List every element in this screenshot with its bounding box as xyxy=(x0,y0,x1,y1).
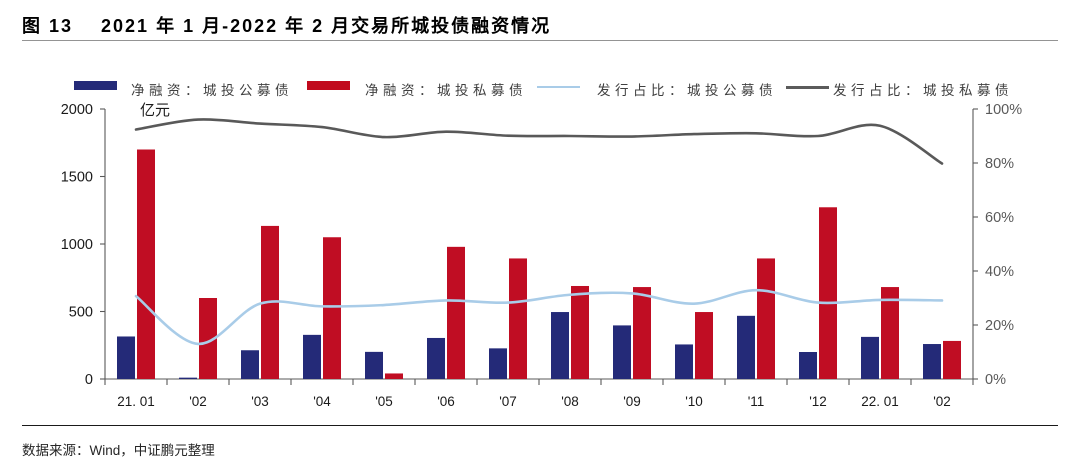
svg-text:80%: 80% xyxy=(985,156,1014,172)
svg-text:'12: '12 xyxy=(809,394,827,409)
svg-text:21. 01: 21. 01 xyxy=(117,394,155,409)
svg-text:'07: '07 xyxy=(499,394,517,409)
svg-text:'05: '05 xyxy=(375,394,393,409)
svg-text:1500: 1500 xyxy=(61,170,93,186)
svg-text:'09: '09 xyxy=(623,394,641,409)
svg-text:500: 500 xyxy=(69,305,93,321)
svg-text:22. 01: 22. 01 xyxy=(861,394,899,409)
svg-text:0%: 0% xyxy=(985,372,1006,388)
svg-text:60%: 60% xyxy=(985,210,1014,226)
svg-text:'02: '02 xyxy=(189,394,207,409)
svg-text:'02: '02 xyxy=(933,394,951,409)
svg-text:1000: 1000 xyxy=(61,237,93,253)
svg-text:'04: '04 xyxy=(313,394,331,409)
svg-text:2000: 2000 xyxy=(61,102,93,118)
svg-text:20%: 20% xyxy=(985,318,1014,334)
svg-text:100%: 100% xyxy=(985,102,1022,118)
svg-text:'10: '10 xyxy=(685,394,703,409)
svg-text:0: 0 xyxy=(85,372,93,388)
svg-text:'06: '06 xyxy=(437,394,455,409)
svg-text:'11: '11 xyxy=(748,394,765,409)
svg-text:'08: '08 xyxy=(561,394,579,409)
svg-text:'03: '03 xyxy=(251,394,269,409)
svg-text:40%: 40% xyxy=(985,264,1014,280)
